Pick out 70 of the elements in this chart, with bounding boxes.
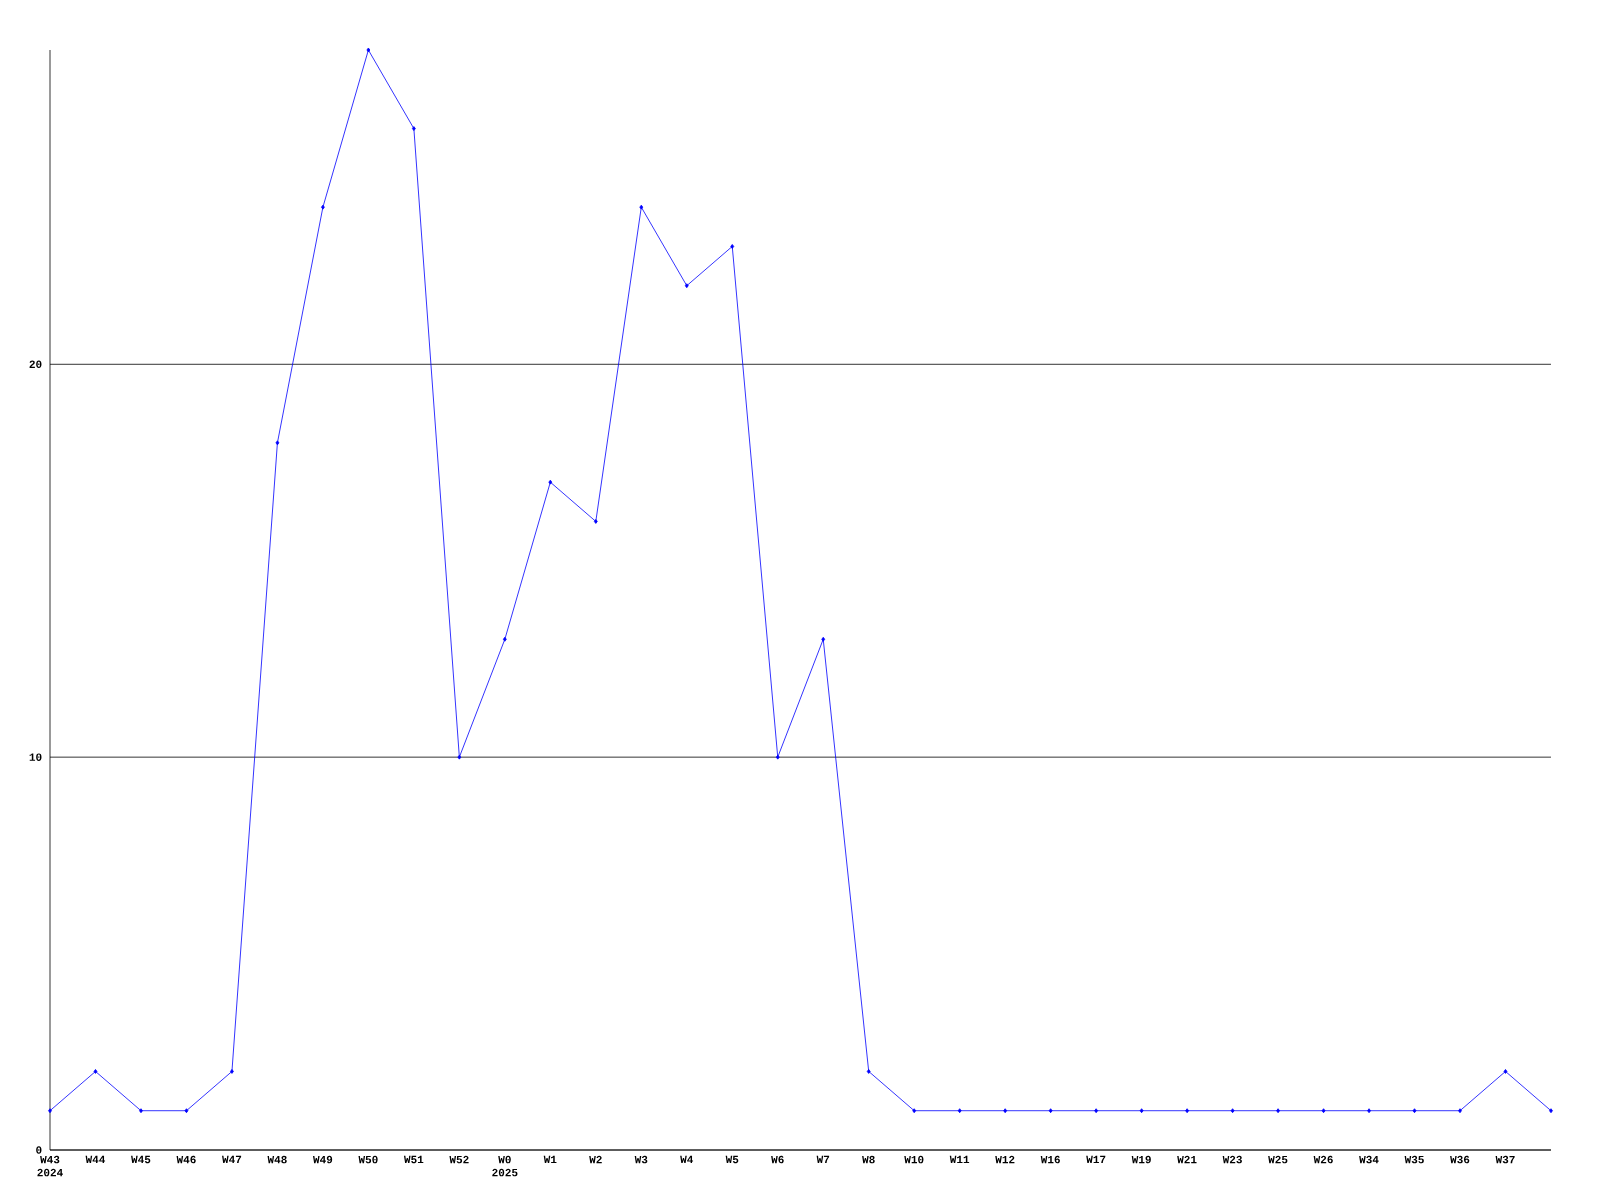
x-tick-label: W16 xyxy=(1040,1155,1060,1164)
point xyxy=(230,1069,234,1074)
point xyxy=(93,1069,98,1074)
x-tick-label: W23 xyxy=(1222,1155,1242,1164)
x-tick-label: W12 xyxy=(995,1155,1015,1164)
point xyxy=(411,126,416,131)
x-tick-label: W25 xyxy=(1268,1155,1288,1164)
point xyxy=(275,440,280,446)
point xyxy=(1094,1108,1099,1114)
x-tick-label: W35 xyxy=(1404,1155,1424,1164)
x-tick-label: W4 xyxy=(680,1155,694,1164)
x-tick-label: W52 xyxy=(449,1155,469,1164)
point xyxy=(593,519,598,524)
point xyxy=(1048,1108,1053,1114)
point xyxy=(1412,1108,1417,1114)
point xyxy=(1139,1108,1144,1114)
x-tick-label: W17 xyxy=(1086,1155,1106,1164)
x-tick-label: W0 2025 xyxy=(492,1155,518,1177)
point xyxy=(1230,1108,1235,1114)
x-tick-label: W34 xyxy=(1359,1155,1379,1164)
point xyxy=(321,204,325,210)
x-tick-label: W5 xyxy=(725,1155,739,1164)
x-tick-label: W51 xyxy=(403,1155,424,1164)
x-tick-label: W10 xyxy=(904,1155,924,1164)
x-tick-label: W49 xyxy=(313,1155,333,1164)
y-tick-label: 10 xyxy=(29,753,42,761)
x-tick-label: W7 xyxy=(816,1155,830,1164)
x-tick-label: W1 xyxy=(543,1155,557,1164)
point xyxy=(912,1108,917,1114)
x-tick-label: W21 xyxy=(1177,1155,1197,1164)
x-tick-label: W45 xyxy=(131,1155,151,1164)
point xyxy=(1503,1069,1508,1074)
x-tick-label: W6 xyxy=(771,1155,784,1164)
x-tick-label: W47 xyxy=(222,1155,242,1164)
x-tick-label: W2 xyxy=(589,1155,602,1164)
point xyxy=(821,636,826,642)
point xyxy=(1458,1108,1462,1114)
point xyxy=(639,204,644,210)
x-tick-label: W36 xyxy=(1450,1155,1470,1164)
point xyxy=(957,1108,962,1114)
point xyxy=(139,1108,143,1114)
point xyxy=(775,754,780,760)
point xyxy=(1321,1108,1326,1114)
point xyxy=(730,244,735,249)
x-tick-label: W50 xyxy=(358,1155,378,1164)
point xyxy=(684,283,689,289)
point xyxy=(184,1108,189,1114)
point xyxy=(366,47,371,53)
x-tick-label: W8 xyxy=(862,1155,875,1164)
point xyxy=(1185,1108,1189,1114)
x-tick-label: W44 xyxy=(85,1155,106,1164)
point xyxy=(866,1069,871,1074)
x-tick-label: W43 2024 xyxy=(37,1155,63,1177)
y-tick-label: 20 xyxy=(29,360,42,369)
x-tick-label: W37 xyxy=(1495,1155,1515,1164)
x-tick-label: W11 xyxy=(949,1155,970,1164)
x-tick-label: W26 xyxy=(1313,1155,1333,1164)
point xyxy=(48,1108,52,1114)
x-tick-label: W48 xyxy=(267,1155,287,1164)
x-tick-label: W3 xyxy=(634,1155,648,1164)
point xyxy=(502,636,507,642)
point xyxy=(1549,1108,1553,1114)
point xyxy=(1003,1108,1008,1114)
x-tick-label: W46 xyxy=(176,1155,196,1164)
x-tick-label: W19 xyxy=(1131,1155,1151,1164)
point xyxy=(1367,1108,1371,1114)
point xyxy=(1276,1108,1280,1114)
point xyxy=(457,754,462,760)
y-tick-label: 0 xyxy=(36,1146,42,1154)
point xyxy=(548,479,553,485)
